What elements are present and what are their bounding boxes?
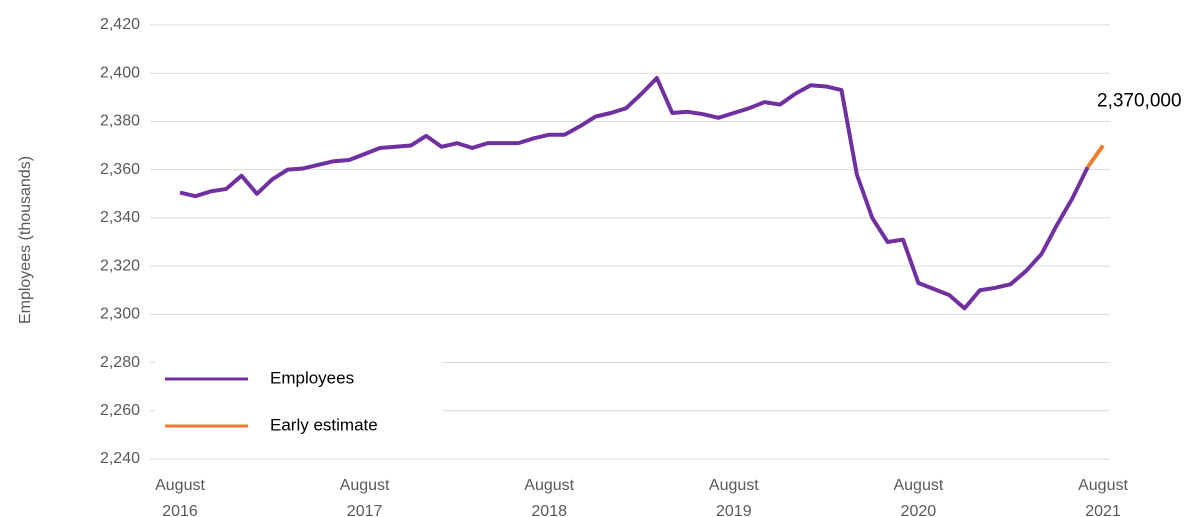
x-tick-label: August 2016 [155,477,205,517]
y-tick-label: 2,400 [100,64,140,81]
legend-label: Employees [270,368,354,387]
y-tick-label: 2,240 [100,450,140,467]
y-tick-label: 2,320 [100,257,140,274]
data-line [179,76,1090,311]
data-label: 2,370,000 [1097,91,1182,112]
legend-label: Early estimate [270,415,378,434]
y-tick-label: 2,300 [100,306,140,323]
x-tick-label: August 2017 [339,477,390,517]
y-axis-label: Employees (thousands) [17,156,34,324]
x-tick-label: August 2019 [708,477,759,517]
y-tick-label: 2,260 [100,402,140,419]
y-tick-label: 2,280 [100,354,140,371]
data-line [1085,144,1105,169]
y-tick-label: 2,380 [100,113,140,130]
x-tick-label: August 2020 [893,477,944,517]
x-tick-label: August 2021 [1078,477,1128,517]
x-tick-label: August 2018 [524,477,575,517]
legend-box [155,352,442,452]
y-tick-label: 2,340 [100,209,140,226]
y-tick-label: 2,420 [100,16,140,33]
y-tick-label: 2,360 [100,161,140,178]
